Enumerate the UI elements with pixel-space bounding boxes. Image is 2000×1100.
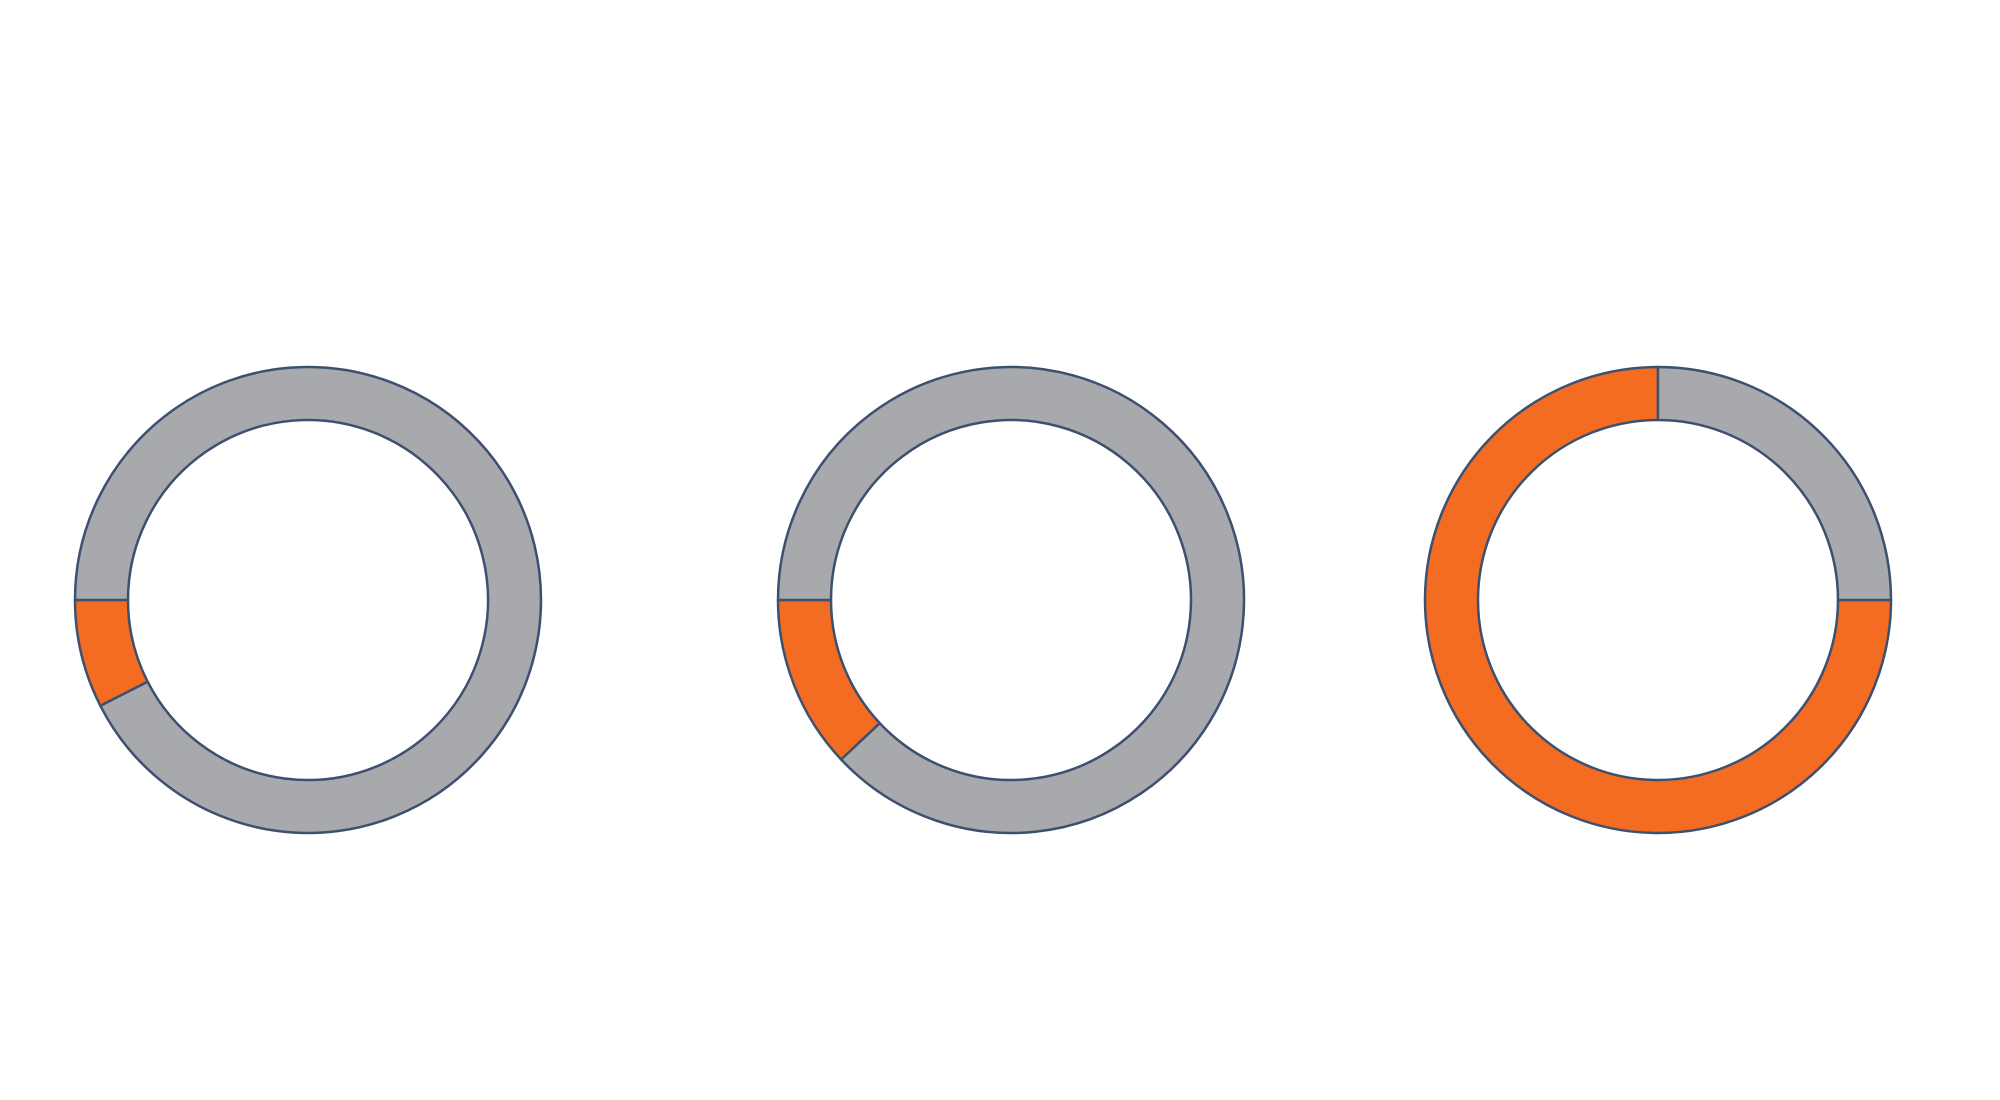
donut-3-slice-1: [1423, 365, 1893, 835]
donut-chart-1: [73, 365, 543, 835]
donut-chart-3: [1423, 365, 1893, 835]
donut-2-slice-2: [776, 365, 1246, 835]
donut-1-slice-2: [73, 365, 543, 835]
donut-3-slice-2: [1656, 365, 1893, 602]
donut-chart-2: [776, 365, 1246, 835]
